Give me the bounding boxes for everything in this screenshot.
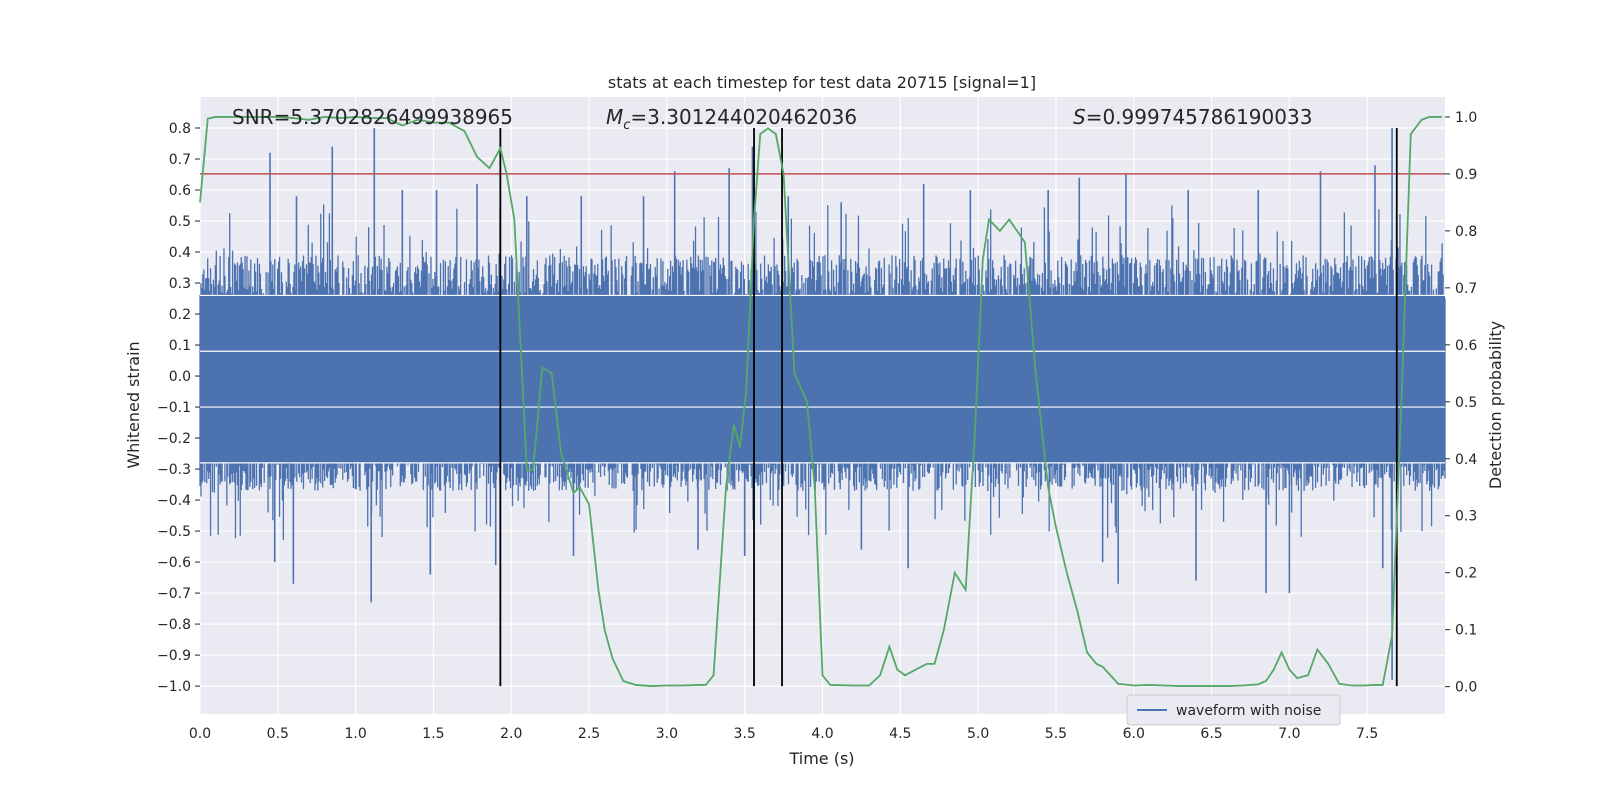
legend-label-waveform: waveform with noise [1176, 703, 1321, 719]
waveform-dense-band [200, 295, 1445, 463]
detection-probability-line [199, 116, 1442, 687]
y2-tick-label: 0.5 [1455, 395, 1477, 411]
y2-tick-label: 0.0 [1455, 680, 1477, 696]
x-tick-label: 1.5 [422, 726, 444, 742]
y2-tick-label: 0.7 [1455, 281, 1477, 297]
y2-tick-label: 0.8 [1455, 224, 1477, 240]
annotation-snr-label: SNR [232, 105, 274, 129]
annotation-s-label: S [1073, 105, 1086, 129]
y-tick-label: 0.6 [169, 183, 191, 199]
y-tick-label: 0.1 [169, 338, 191, 354]
y2-tick-label: 0.4 [1455, 452, 1477, 468]
annotation-mc: Mc=3.301244020462036 [606, 105, 857, 133]
y2-axis-label: Detection probability [1486, 321, 1505, 489]
y2-tick-label: 0.3 [1455, 509, 1477, 525]
x-tick-label: 3.5 [734, 726, 756, 742]
y-tick-label: −1.0 [157, 679, 191, 695]
annotation-s-value: =0.999745786190033 [1086, 105, 1313, 129]
y-tick-label: −0.6 [157, 555, 191, 571]
y2-tick-label: 0.1 [1455, 623, 1477, 639]
waveform-series [199, 128, 1446, 680]
y-tick-label: −0.4 [157, 493, 191, 509]
y-tick-label: −0.1 [157, 400, 191, 416]
annotation-snr-value: =5.3702826499938965 [274, 105, 513, 129]
chart-title: stats at each timestep for test data 207… [608, 73, 1036, 92]
x-tick-label: 1.0 [344, 726, 366, 742]
annotation-s: S=0.999745786190033 [1073, 105, 1312, 129]
y-tick-label: −0.7 [157, 586, 191, 602]
y-tick-label: −0.8 [157, 617, 191, 633]
x-tick-label: 2.0 [500, 726, 522, 742]
x-tick-label: 7.5 [1356, 726, 1378, 742]
y2-tick-label: 0.9 [1455, 167, 1477, 183]
x-tick-label: 0.5 [267, 726, 289, 742]
y-tick-label: −0.9 [157, 648, 191, 664]
x-tick-label: 6.0 [1123, 726, 1145, 742]
x-tick-label: 2.5 [578, 726, 600, 742]
y2-tick-label: 0.6 [1455, 338, 1477, 354]
y-axis-label: Whitened strain [124, 341, 143, 468]
y2-tick-label: 1.0 [1455, 110, 1477, 126]
probability-series [199, 116, 1442, 687]
x-tick-label: 6.5 [1200, 726, 1222, 742]
y2-tick-label: 0.2 [1455, 566, 1477, 582]
x-tick-label: 7.0 [1278, 726, 1300, 742]
annotation-snr: SNR=5.3702826499938965 [232, 105, 513, 129]
y-tick-label: 0.8 [169, 121, 191, 137]
x-tick-label: 5.0 [967, 726, 989, 742]
y-tick-label: 0.4 [169, 245, 191, 261]
y-tick-label: 0.2 [169, 307, 191, 323]
x-tick-label: 5.5 [1045, 726, 1067, 742]
y-tick-label: −0.2 [157, 431, 191, 447]
tick-labels: 0.0 0.5 1.0 1.5 2.0 2.5 3.0 3.5 4.0 4.5 5.0 5.5 6.0 6… [157, 110, 1477, 742]
y-tick-label: −0.5 [157, 524, 191, 540]
x-tick-label: 4.5 [889, 726, 911, 742]
x-axis-label: Time (s) [788, 749, 854, 768]
y-tick-label: 0.7 [169, 152, 191, 168]
annotation-mc-value: =3.301244020462036 [630, 105, 857, 129]
y-tick-label: 0.5 [169, 214, 191, 230]
y-tick-label: −0.3 [157, 462, 191, 478]
legend-box [1126, 694, 1341, 726]
x-tick-label: 4.0 [811, 726, 833, 742]
legend: waveform with noise [1126, 694, 1341, 726]
annotation-mc-subscript: c [623, 118, 630, 133]
annotation-mc-label: M [606, 105, 623, 129]
y-tick-label: 0.3 [169, 276, 191, 292]
x-tick-label: 0.0 [189, 726, 211, 742]
x-tick-label: 3.0 [656, 726, 678, 742]
y-tick-label: 0.0 [169, 369, 191, 385]
